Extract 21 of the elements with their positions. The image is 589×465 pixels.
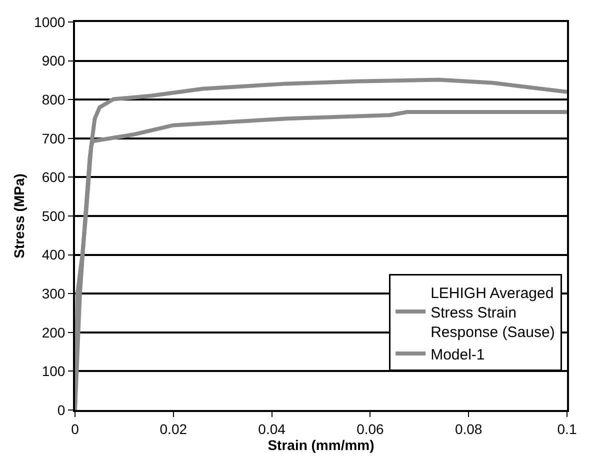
y-tick-label: 0	[57, 402, 66, 418]
y-tick-label: 300	[42, 286, 66, 302]
y-axis-title: Stress (MPa)	[11, 174, 28, 258]
y-tick-label: 400	[42, 246, 66, 263]
y-tick-label: 1000	[34, 14, 66, 30]
y-tick-label: 700	[42, 130, 66, 146]
y-tick-label: 600	[42, 169, 66, 186]
y-tick-label: 900	[42, 52, 66, 69]
y-tick-label: 500	[42, 208, 66, 224]
x-axis-title: Strain (mm/mm)	[268, 436, 374, 453]
x-tick-label: 0	[71, 420, 80, 437]
x-tick-label: 0.08	[454, 420, 482, 437]
legend-label: LEHIGH Averaged Stress Strain Response (Sause)	[430, 284, 555, 341]
legend-label: Model-1	[430, 346, 485, 364]
y-tick-label: 200	[42, 324, 66, 340]
y-tick-label: 100	[42, 363, 66, 380]
x-tick-label: 0.1	[557, 420, 577, 437]
y-tick-label: 800	[42, 92, 66, 108]
x-tick-label: 0.06	[356, 420, 384, 437]
x-tick-label: 0.02	[160, 420, 188, 437]
x-tick-label: 0.04	[258, 420, 286, 437]
